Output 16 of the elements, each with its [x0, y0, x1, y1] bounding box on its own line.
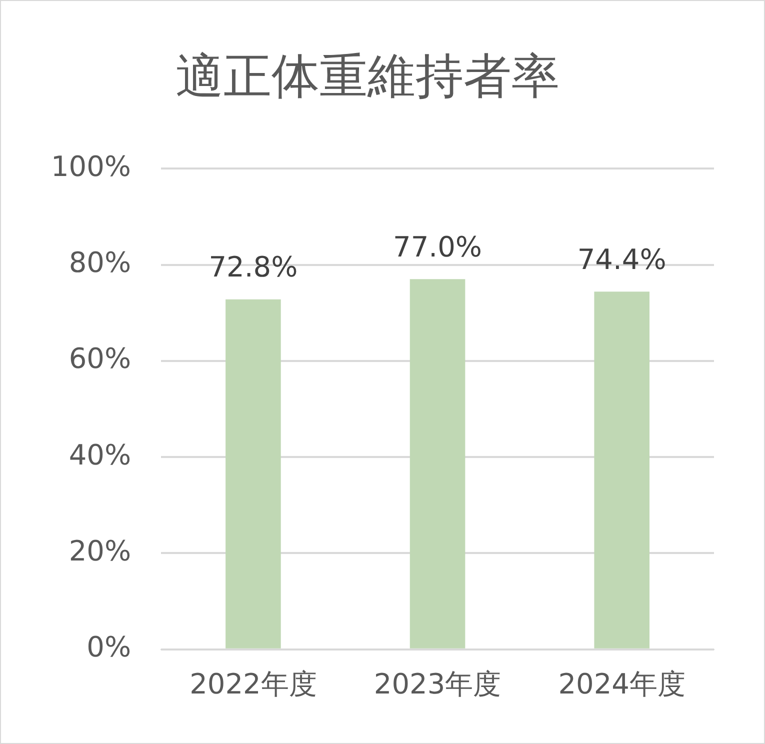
data-label: 72.8%: [208, 250, 298, 284]
y-tick-label: 80%: [68, 246, 132, 280]
data-label: 77.0%: [393, 230, 482, 264]
chart-title: 適正体重維持者率: [176, 48, 560, 104]
y-tick-label: 40%: [68, 438, 132, 472]
x-tick-label: 2023年度: [374, 667, 502, 700]
y-tick-label: 20%: [68, 534, 132, 568]
x-tick-label: 2022年度: [190, 667, 317, 700]
bar: [594, 292, 650, 648]
y-tick-label: 0%: [86, 630, 132, 664]
data-label: 74.4%: [577, 242, 666, 276]
y-tick-label: 100%: [50, 150, 132, 183]
bar: [410, 279, 466, 648]
y-tick-label: 60%: [68, 342, 132, 376]
bar: [226, 299, 281, 648]
x-tick-label: 2024年度: [558, 667, 686, 700]
